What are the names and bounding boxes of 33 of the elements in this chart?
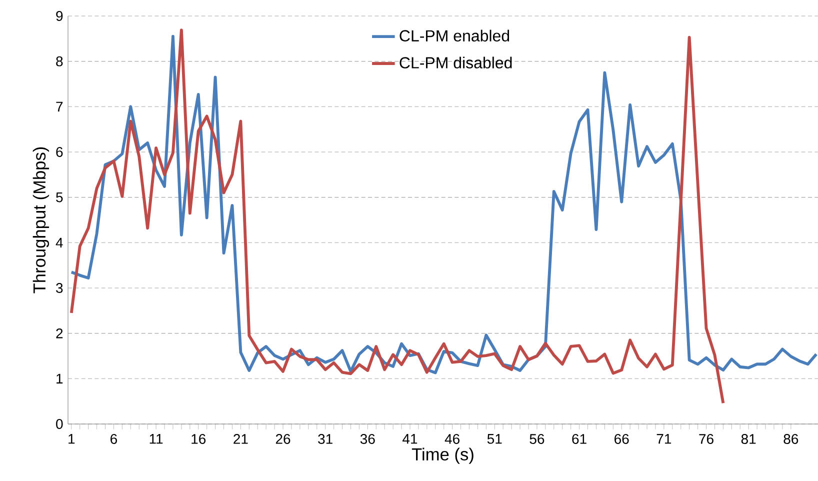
y-axis-title: Throughput (Mbps)	[32, 147, 50, 294]
x-tick-label: 11	[150, 434, 163, 444]
y-tick-label: 4	[56, 238, 63, 248]
x-axis-title: Time (s)	[412, 448, 474, 464]
y-tick-label: 3	[56, 283, 63, 293]
x-tick-label: 31	[318, 434, 332, 444]
x-tick-label: 71	[656, 434, 672, 444]
x-tick-label: 66	[614, 434, 629, 444]
x-tick-label: 1	[68, 434, 75, 444]
y-tick-label: 5	[56, 192, 63, 202]
x-tick-label: 81	[741, 434, 756, 444]
y-tick-label: 6	[56, 147, 63, 157]
y-tick-label: 0	[56, 419, 63, 429]
x-tick-label: 16	[192, 434, 206, 444]
x-tick-label: 26	[276, 434, 290, 444]
x-tick-label: 61	[572, 434, 586, 444]
x-tick-label: 21	[234, 434, 248, 444]
y-tick-label: 2	[56, 328, 63, 338]
x-tick-label: 56	[530, 434, 544, 444]
y-tick-label: 7	[56, 102, 63, 112]
x-tick-label: 86	[784, 434, 798, 444]
legend-label: CL-PM enabled	[400, 30, 510, 42]
line-series	[70, 28, 725, 405]
x-tick-label: 36	[360, 434, 375, 444]
x-tick-label: 51	[487, 434, 502, 444]
x-tick-label: 76	[699, 434, 714, 444]
x-tick-label: 6	[110, 434, 117, 444]
legend-label: CL-PM disabled	[400, 56, 512, 68]
x-tick-label: 46	[444, 434, 460, 444]
x-tick-label: 41	[402, 434, 418, 444]
y-tick-label: 9	[56, 11, 63, 21]
y-tick-label: 8	[56, 56, 63, 66]
y-tick-label: 1	[56, 374, 63, 384]
